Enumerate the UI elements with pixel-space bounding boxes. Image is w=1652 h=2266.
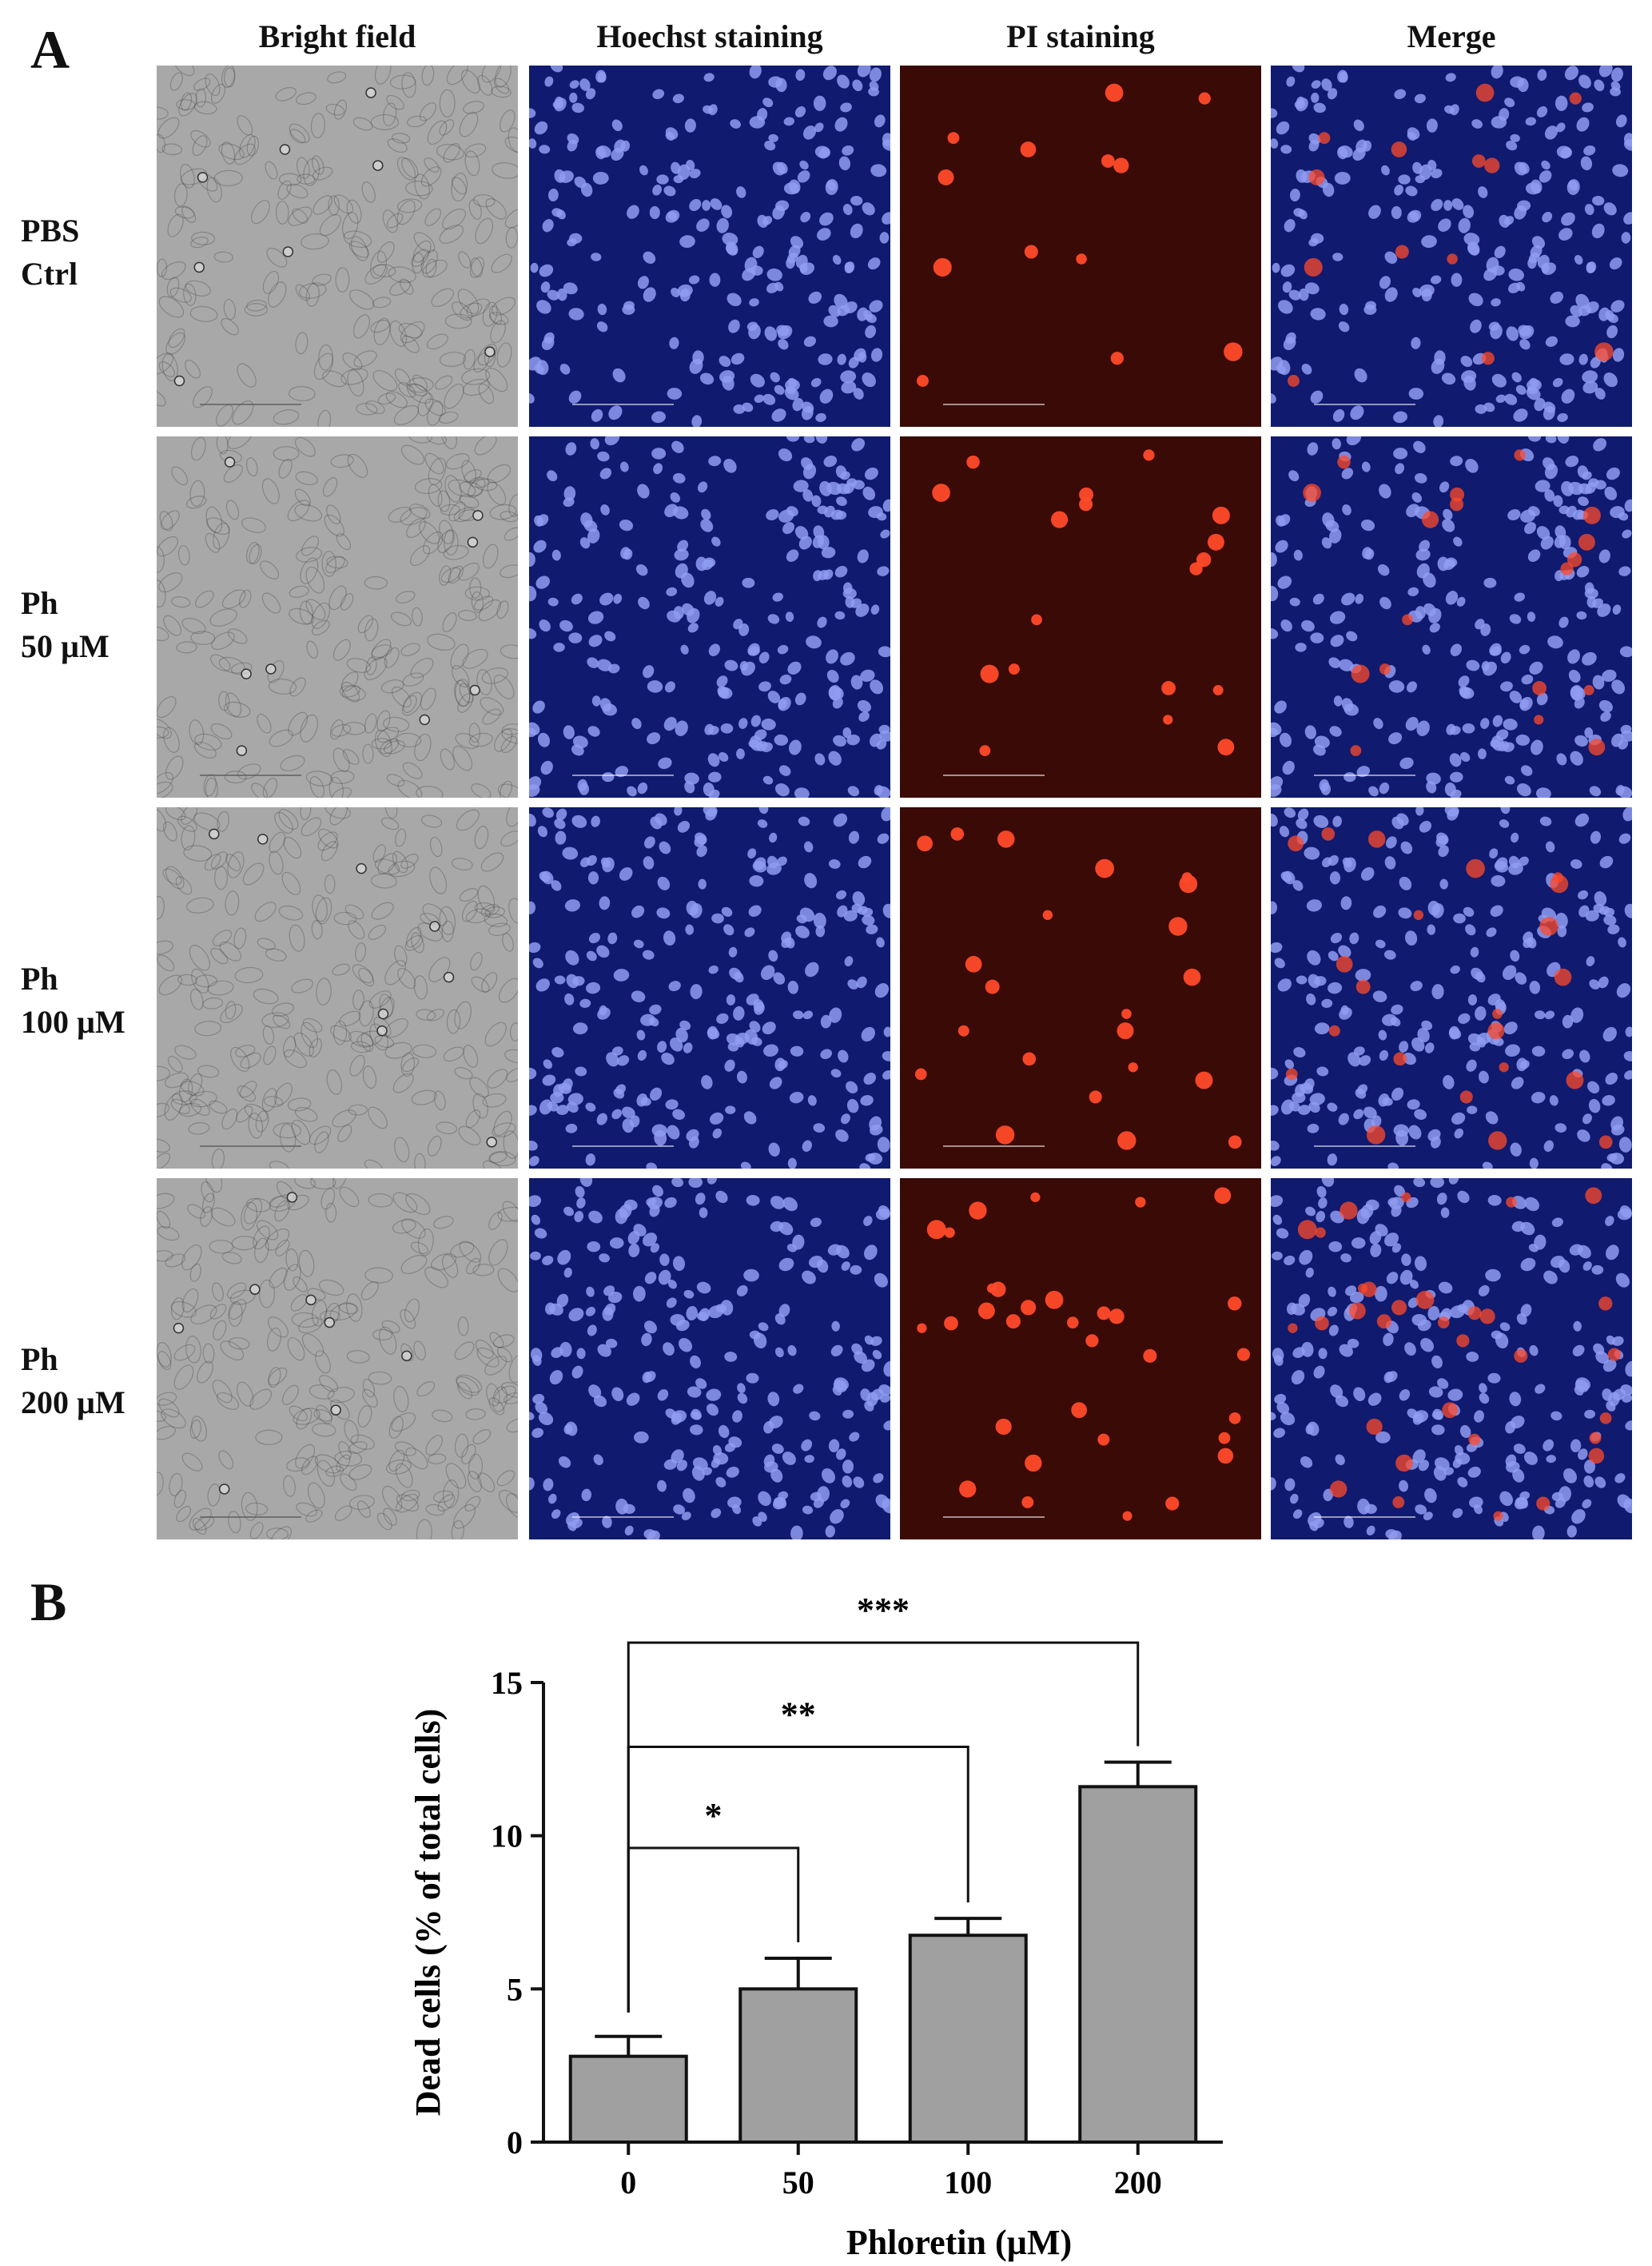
micrograph-pi-row-2 [900,436,1261,798]
scale-bar [943,774,1045,776]
y-tick-label: 15 [491,1665,523,1701]
row-label-line2: Ctrl [21,256,78,292]
x-tick-label: 50 [782,2164,814,2200]
micrograph-pi-row-1 [900,66,1261,427]
micrograph-hoechst-row-4 [529,1178,890,1539]
panel-b-letter: B [30,1571,67,1632]
significance-label: *** [857,1591,910,1630]
scale-bar [1314,1145,1415,1147]
micrograph-merge-row-4 [1271,1178,1632,1539]
x-tick-label: 200 [1114,2164,1162,2200]
bar-0 [568,2054,688,2145]
column-header-pi-staining: PI staining [1006,18,1155,54]
bar-50 [738,1987,858,2144]
row-label-line1: PBS [21,213,80,249]
significance-label: * [705,1796,723,1835]
scale-bar [200,1145,301,1147]
row-label-line1: Ph [21,585,58,621]
row-label-line2: 100 µM [21,1004,125,1040]
row-label-line2: 200 µM [21,1384,125,1420]
y-axis-label: Dead cells (% of total cells) [408,1709,448,2117]
scale-bar [572,774,674,776]
row-label-ph-200: Ph 200 µM [21,1338,157,1424]
scale-bar [572,403,674,405]
micrograph-bright-row-2 [157,436,518,798]
y-tick-label: 0 [507,2125,523,2160]
scale-bar [1314,1515,1415,1518]
scale-bar [572,1145,674,1147]
column-header-hoechst-staining: Hoechst staining [596,18,823,54]
scale-bar [200,1515,301,1518]
bar-200 [1078,1785,1198,2144]
scale-bar [200,403,301,405]
micrograph-bright-row-1 [157,66,518,427]
row-label-line2: 50 µM [21,628,109,664]
scale-bar [572,1515,674,1518]
micrograph-merge-row-3 [1271,807,1632,1169]
significance-bracket [627,1641,1140,2013]
micrograph-bright-row-4 [157,1178,518,1539]
micrograph-hoechst-row-2 [529,436,890,798]
panel-a-letter: A [30,19,70,80]
micrograph-bright-row-3 [157,807,518,1169]
column-header-merge: Merge [1407,18,1496,54]
row-label-ph-50: Ph 50 µM [21,582,157,668]
scale-bar [943,403,1045,405]
y-tick-label: 5 [507,1971,523,2007]
scale-bar [200,774,301,776]
row-label-line1: Ph [21,961,58,997]
scale-bar [1314,774,1415,776]
micrograph-hoechst-row-3 [529,807,890,1169]
row-label-line1: Ph [21,1341,58,1377]
micrograph-merge-row-1 [1271,66,1632,427]
scale-bar [1314,403,1415,405]
micrograph-pi-row-4 [900,1178,1261,1539]
scale-bar [943,1515,1045,1518]
significance-label: ** [781,1695,816,1734]
micrograph-hoechst-row-1 [529,66,890,427]
x-tick-label: 0 [620,2164,636,2200]
scale-bar [943,1145,1045,1147]
row-label-ph-100: Ph 100 µM [21,958,157,1044]
x-tick-label: 100 [944,2164,992,2200]
micrograph-pi-row-3 [900,807,1261,1169]
column-header-bright-field: Bright field [258,18,416,54]
x-axis-label: Phloretin (µM) [846,2223,1072,2262]
micrograph-merge-row-2 [1271,436,1632,798]
y-tick-label: 10 [491,1818,523,1854]
bar-100 [908,1933,1028,2144]
row-label-pbs-ctrl: PBS Ctrl [21,209,157,296]
